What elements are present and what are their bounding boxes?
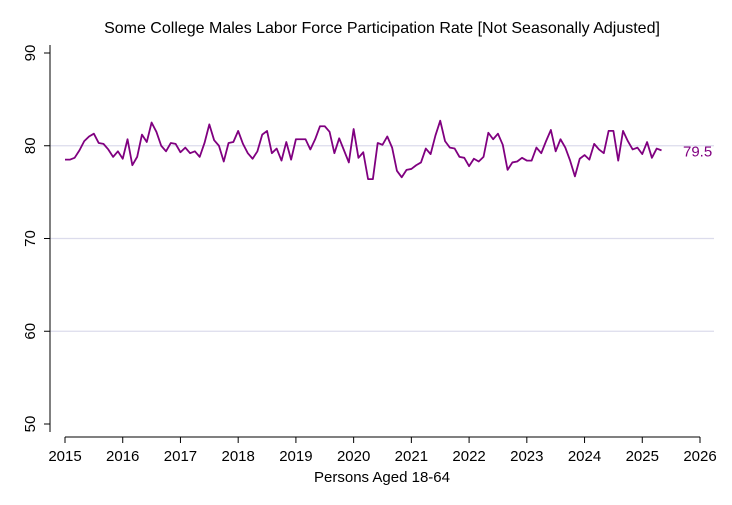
x-tick-label-2024: 2024 — [568, 448, 601, 465]
chart-title: Some College Males Labor Force Participa… — [104, 20, 660, 37]
x-tick-label-2019: 2019 — [279, 448, 312, 465]
y-tick-label-60: 60 — [22, 323, 39, 340]
y-axis: 50 60 70 80 90 — [22, 45, 51, 433]
x-tick-label-2025: 2025 — [626, 448, 659, 465]
x-tick-label-2023: 2023 — [510, 448, 543, 465]
x-tick-label-2026: 2026 — [683, 448, 716, 465]
x-tick-label-2020: 2020 — [337, 448, 370, 465]
x-tick-label-2016: 2016 — [106, 448, 139, 465]
y-tick-label-50: 50 — [22, 416, 39, 433]
x-tick-label-2022: 2022 — [452, 448, 485, 465]
x-tick-label-2018: 2018 — [221, 448, 254, 465]
x-tick-label-2017: 2017 — [164, 448, 197, 465]
x-tick-label-2021: 2021 — [395, 448, 428, 465]
y-tick-label-70: 70 — [22, 230, 39, 247]
x-axis: 2015 2016 2017 2018 2019 2020 2021 2022 2023 2024… — [48, 436, 717, 465]
y-tick-label-80: 80 — [22, 137, 39, 154]
x-tick-label-2015: 2015 — [48, 448, 81, 465]
grid-lines — [50, 145, 714, 332]
y-tick-label-90: 90 — [22, 45, 39, 62]
series-line-lfpr — [65, 119, 662, 181]
last-value-label: 79.5 — [683, 143, 712, 160]
x-axis-label: Persons Aged 18-64 — [314, 469, 450, 486]
